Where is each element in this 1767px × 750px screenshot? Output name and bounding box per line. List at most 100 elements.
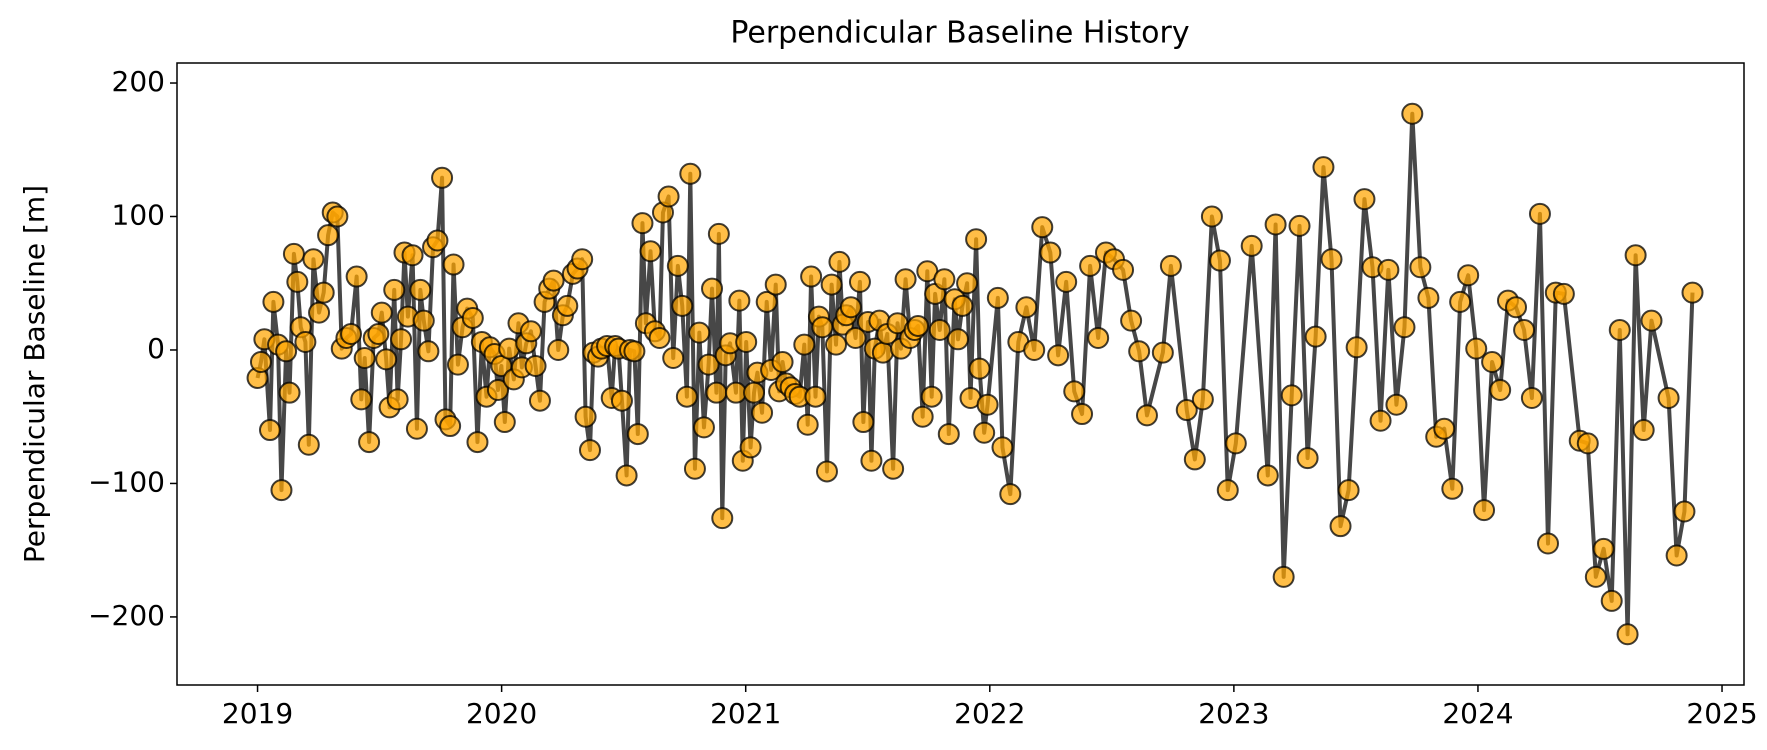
- marker: [1417, 286, 1440, 309]
- marker: [825, 333, 848, 356]
- marker: [615, 464, 638, 487]
- marker: [461, 306, 484, 329]
- marker: [1489, 379, 1512, 402]
- marker: [1632, 419, 1655, 442]
- marker: [1151, 341, 1174, 364]
- x-tick-label: 2023: [1198, 697, 1269, 730]
- marker: [894, 268, 917, 291]
- marker: [1039, 241, 1062, 264]
- marker: [947, 328, 970, 351]
- marker: [258, 419, 281, 442]
- marker: [493, 411, 516, 434]
- marker: [1681, 281, 1704, 304]
- marker: [999, 483, 1022, 506]
- marker: [860, 449, 883, 472]
- marker: [446, 353, 469, 376]
- marker: [844, 326, 867, 349]
- marker: [1200, 205, 1223, 228]
- marker: [1353, 188, 1376, 211]
- marker: [417, 340, 440, 363]
- marker: [928, 318, 951, 341]
- y-tick-label: 200: [112, 65, 165, 98]
- marker: [1520, 387, 1543, 410]
- marker: [724, 381, 747, 404]
- marker: [739, 436, 762, 459]
- marker: [1015, 296, 1038, 319]
- marker: [666, 254, 689, 277]
- marker: [1120, 309, 1143, 332]
- marker: [1191, 388, 1214, 411]
- marker: [275, 340, 298, 363]
- marker: [312, 281, 335, 304]
- marker: [1441, 477, 1464, 500]
- marker: [1473, 499, 1496, 522]
- marker: [1063, 380, 1086, 403]
- marker: [1665, 544, 1688, 567]
- marker: [1256, 464, 1279, 487]
- marker: [1505, 296, 1528, 319]
- marker: [735, 330, 758, 353]
- marker: [302, 248, 325, 271]
- marker: [466, 431, 489, 454]
- y-tick-label: 100: [112, 198, 165, 231]
- marker: [688, 321, 711, 344]
- marker: [1608, 318, 1631, 341]
- marker: [426, 229, 449, 252]
- marker: [1312, 156, 1335, 179]
- marker: [1401, 102, 1424, 125]
- marker: [1409, 256, 1432, 279]
- marker: [486, 379, 509, 402]
- marker: [965, 228, 988, 251]
- marker: [286, 270, 309, 293]
- marker: [431, 166, 454, 189]
- marker: [1175, 399, 1198, 422]
- marker: [662, 346, 685, 369]
- marker: [751, 401, 774, 424]
- marker: [1369, 409, 1392, 432]
- marker: [1224, 432, 1247, 455]
- marker: [386, 388, 409, 411]
- marker: [1385, 393, 1408, 416]
- marker: [728, 289, 751, 312]
- marker: [1457, 264, 1480, 287]
- marker: [839, 296, 862, 319]
- marker: [986, 286, 1009, 309]
- marker: [1337, 479, 1360, 502]
- marker: [711, 507, 734, 530]
- x-tick-label: 2022: [954, 697, 1025, 730]
- marker: [442, 253, 465, 276]
- marker: [796, 413, 819, 436]
- marker: [1320, 248, 1343, 271]
- x-tick-label: 2021: [710, 697, 781, 730]
- marker: [1112, 258, 1135, 281]
- marker: [626, 423, 649, 446]
- marker: [907, 314, 930, 337]
- marker: [350, 388, 373, 411]
- marker: [956, 272, 979, 295]
- marker: [623, 340, 646, 363]
- marker: [353, 346, 376, 369]
- marker: [828, 250, 851, 273]
- marker: [1047, 344, 1070, 367]
- marker: [933, 268, 956, 291]
- plot-frame: [176, 62, 1745, 686]
- marker: [1393, 316, 1416, 339]
- marker: [820, 273, 843, 296]
- marker: [367, 322, 390, 345]
- marker: [1584, 565, 1607, 588]
- marker: [764, 273, 787, 296]
- marker: [1135, 404, 1158, 427]
- marker: [679, 162, 702, 185]
- marker: [705, 381, 728, 404]
- marker: [1481, 350, 1504, 373]
- y-tick-label: −200: [88, 599, 165, 632]
- y-tick-label: −100: [88, 465, 165, 498]
- marker: [547, 338, 570, 361]
- marker: [973, 421, 996, 444]
- marker: [631, 212, 654, 235]
- marker: [1465, 337, 1488, 360]
- marker: [439, 415, 462, 438]
- marker: [282, 242, 305, 265]
- marker: [1240, 234, 1263, 257]
